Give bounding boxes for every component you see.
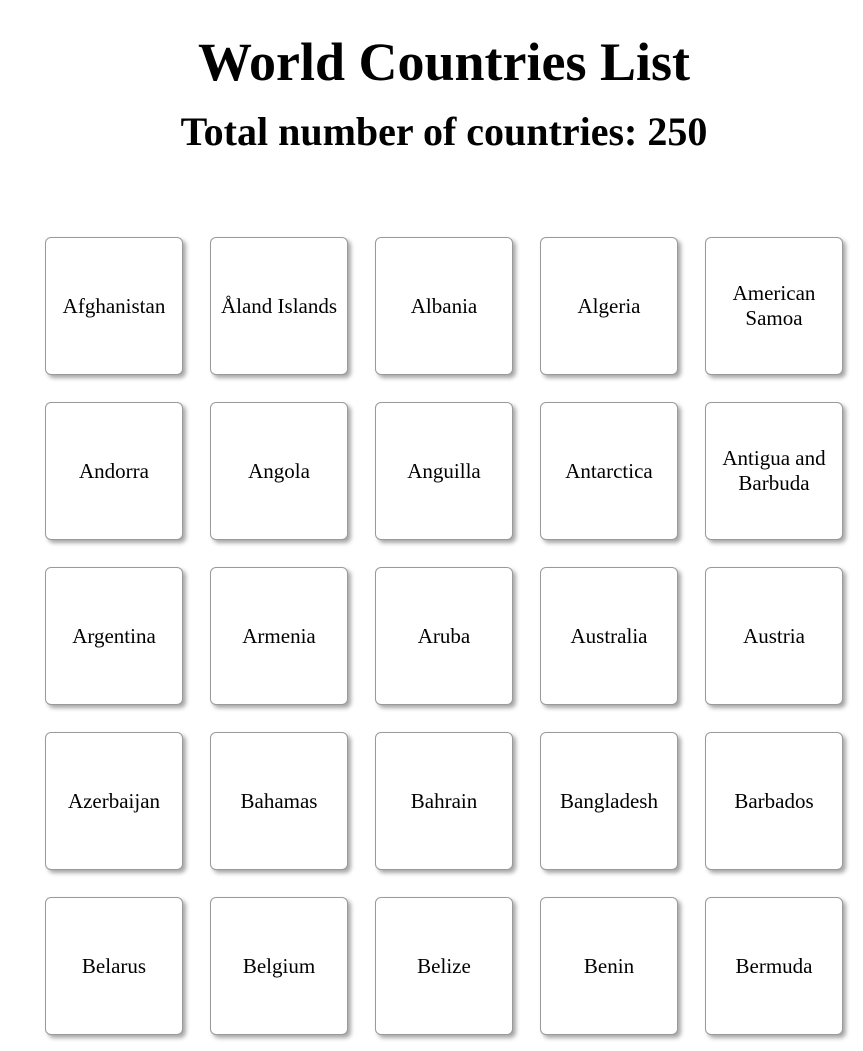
country-card[interactable]: American Samoa [705, 237, 843, 375]
country-name: Belgium [242, 953, 316, 978]
country-name: Bahamas [240, 788, 318, 813]
country-card[interactable]: Azerbaijan [45, 732, 183, 870]
country-name: Algeria [577, 293, 641, 318]
country-grid: Afghanistan Åland Islands Albania Algeri… [45, 237, 843, 1035]
country-card[interactable]: Belarus [45, 897, 183, 1035]
country-card[interactable]: Bermuda [705, 897, 843, 1035]
country-card[interactable]: Benin [540, 897, 678, 1035]
country-name: Azerbaijan [67, 788, 161, 813]
country-name: Andorra [79, 458, 149, 483]
country-name: Albania [410, 293, 478, 318]
country-name: Anguilla [407, 458, 481, 483]
country-name: Argentina [72, 623, 156, 648]
country-card[interactable]: Andorra [45, 402, 183, 540]
country-name: Australia [570, 623, 648, 648]
country-name: Antarctica [565, 458, 653, 483]
country-card[interactable]: Anguilla [375, 402, 513, 540]
country-name: Belize [417, 953, 471, 978]
country-card[interactable]: Antarctica [540, 402, 678, 540]
country-name: Afghanistan [62, 293, 166, 318]
country-name: Belarus [81, 953, 147, 978]
country-card[interactable]: Belgium [210, 897, 348, 1035]
country-card[interactable]: Angola [210, 402, 348, 540]
country-card[interactable]: Barbados [705, 732, 843, 870]
country-name: Bahrain [410, 788, 478, 813]
country-name: Antigua and Barbuda [722, 446, 826, 495]
country-card[interactable]: Åland Islands [210, 237, 348, 375]
country-count-heading: Total number of countries: 250 [180, 109, 708, 154]
country-name: American Samoa [732, 281, 816, 330]
country-card[interactable]: Bahamas [210, 732, 348, 870]
country-card[interactable]: Aruba [375, 567, 513, 705]
country-name: Aruba [417, 623, 471, 648]
country-name: Bangladesh [560, 788, 658, 813]
country-card[interactable]: Argentina [45, 567, 183, 705]
country-name: Angola [248, 458, 310, 483]
country-card[interactable]: Armenia [210, 567, 348, 705]
country-card[interactable]: Bangladesh [540, 732, 678, 870]
country-card[interactable]: Bahrain [375, 732, 513, 870]
page-title: World Countries List [197, 32, 691, 92]
country-card[interactable]: Antigua and Barbuda [705, 402, 843, 540]
country-card[interactable]: Australia [540, 567, 678, 705]
country-card[interactable]: Algeria [540, 237, 678, 375]
country-card[interactable]: Belize [375, 897, 513, 1035]
country-name: Benin [583, 953, 635, 978]
country-name: Armenia [242, 623, 316, 648]
country-card[interactable]: Albania [375, 237, 513, 375]
country-name: Åland Islands [220, 293, 338, 318]
country-card[interactable]: Austria [705, 567, 843, 705]
country-name: Austria [743, 623, 805, 648]
country-name: Barbados [734, 788, 814, 813]
country-card[interactable]: Afghanistan [45, 237, 183, 375]
country-name: Bermuda [735, 953, 813, 978]
